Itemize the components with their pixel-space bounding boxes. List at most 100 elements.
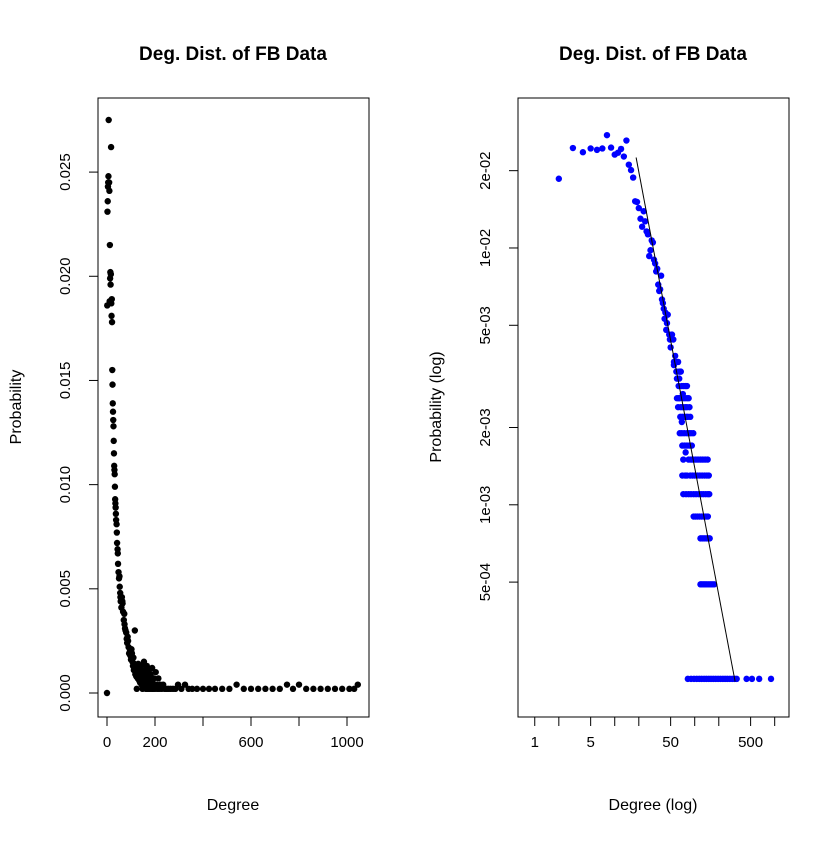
right-data-point [657,272,665,279]
left-data-point [193,685,201,693]
left-data-point [110,416,117,424]
left-data-point [105,173,112,180]
left-y-tick-label: 0.010 [57,466,74,504]
left-data-point [105,179,113,186]
left-data-point [124,637,132,645]
right-data-point [705,472,712,479]
right-data-point [683,382,691,390]
linear-scale-panel: Deg. Dist. of FB Data Degree Probability… [8,44,370,814]
left-data-point [106,241,114,249]
right-data-point [682,449,689,456]
right-data-point [617,145,625,153]
left-data-point [110,450,118,457]
right-data-point [647,247,654,254]
left-data-point [289,685,297,693]
left-data-point [331,685,339,693]
right-data-point [767,675,775,683]
left-data-point [255,685,262,693]
right-data-point [686,403,693,411]
left-data-point [324,685,331,693]
left-data-point [219,685,226,693]
left-data-point [240,685,247,693]
left-y-tick-label: 0.015 [57,362,74,400]
right-data-point [678,430,686,437]
left-data-point [276,685,283,693]
right-data-point [620,153,628,160]
right-data-point [599,145,606,152]
right-data-point [710,581,718,588]
left-data-point [346,685,353,693]
right-x-tick-label: 500 [738,734,763,751]
right-data-point [640,208,647,215]
left-data-point [354,681,361,688]
left-data-point [107,281,114,288]
right-x-axis-label: Degree (log) [609,797,698,814]
right-data-point [625,161,633,168]
left-data-point [211,685,219,693]
left-x-axis-label: Degree [207,797,260,814]
left-y-axis: 0.000 0.005 0.010 0.015 0.020 0.025 [57,153,99,712]
left-data-point [105,116,112,124]
right-data-point [682,490,690,498]
left-y-axis-label: Probability [8,370,25,445]
right-y-axis-label: Probability (log) [428,351,445,462]
right-data-point [706,490,713,498]
left-chart-title: Deg. Dist. of FB Data [139,44,327,65]
left-data-point [112,510,120,518]
left-data-point [107,143,115,151]
right-data-point [649,239,657,246]
left-data-point [111,471,118,478]
right-data-point [690,430,697,437]
left-data-point [150,675,157,682]
left-data-point [178,685,185,693]
right-data-point [704,456,711,463]
left-data-point [226,685,233,693]
right-y-tick-label: 1e-03 [477,486,494,524]
left-y-tick-label: 0.005 [57,570,74,608]
left-data-point [155,675,162,682]
right-data-point [593,146,601,154]
left-data-point [199,685,207,693]
left-data-point [133,685,140,693]
power-law-fit-line [635,157,736,682]
left-data-point [310,685,317,693]
left-data-point [295,681,303,688]
left-data-point [189,685,196,693]
right-data-point [662,326,670,334]
left-data-point [112,504,119,511]
right-x-tick-label: 50 [662,734,679,751]
right-data-point [659,299,667,307]
left-y-tick-label: 0.020 [57,257,74,295]
left-data-point [303,685,310,693]
left-data-point [181,681,189,688]
right-data-point [587,145,594,152]
left-data-point [109,381,116,388]
right-y-tick-label: 2e-03 [477,408,494,446]
right-data-point [633,198,641,206]
left-data-point [247,685,255,693]
left-data-point [113,521,120,528]
right-data-point [755,675,763,683]
right-data-point [635,204,643,212]
right-data-point [646,252,653,260]
right-data-point [674,403,682,411]
left-data-point [104,208,111,215]
left-y-tick-label: 0.025 [57,153,74,191]
left-x-tick-label: 200 [142,734,167,751]
left-data-point [109,366,116,374]
left-x-tick-label: 1000 [330,734,363,751]
right-data-point [681,472,689,479]
right-data-point [704,513,712,520]
right-data-point [555,175,563,182]
left-data-point [152,668,159,676]
right-y-tick-label: 5e-03 [477,306,494,344]
right-data-point [623,137,630,144]
left-data-point [110,437,117,445]
right-data-point [607,144,615,151]
right-data-point [638,223,646,230]
left-data-point [131,627,139,634]
right-x-axis: 1 5 50 500 [531,716,776,751]
left-data-point [116,583,123,590]
